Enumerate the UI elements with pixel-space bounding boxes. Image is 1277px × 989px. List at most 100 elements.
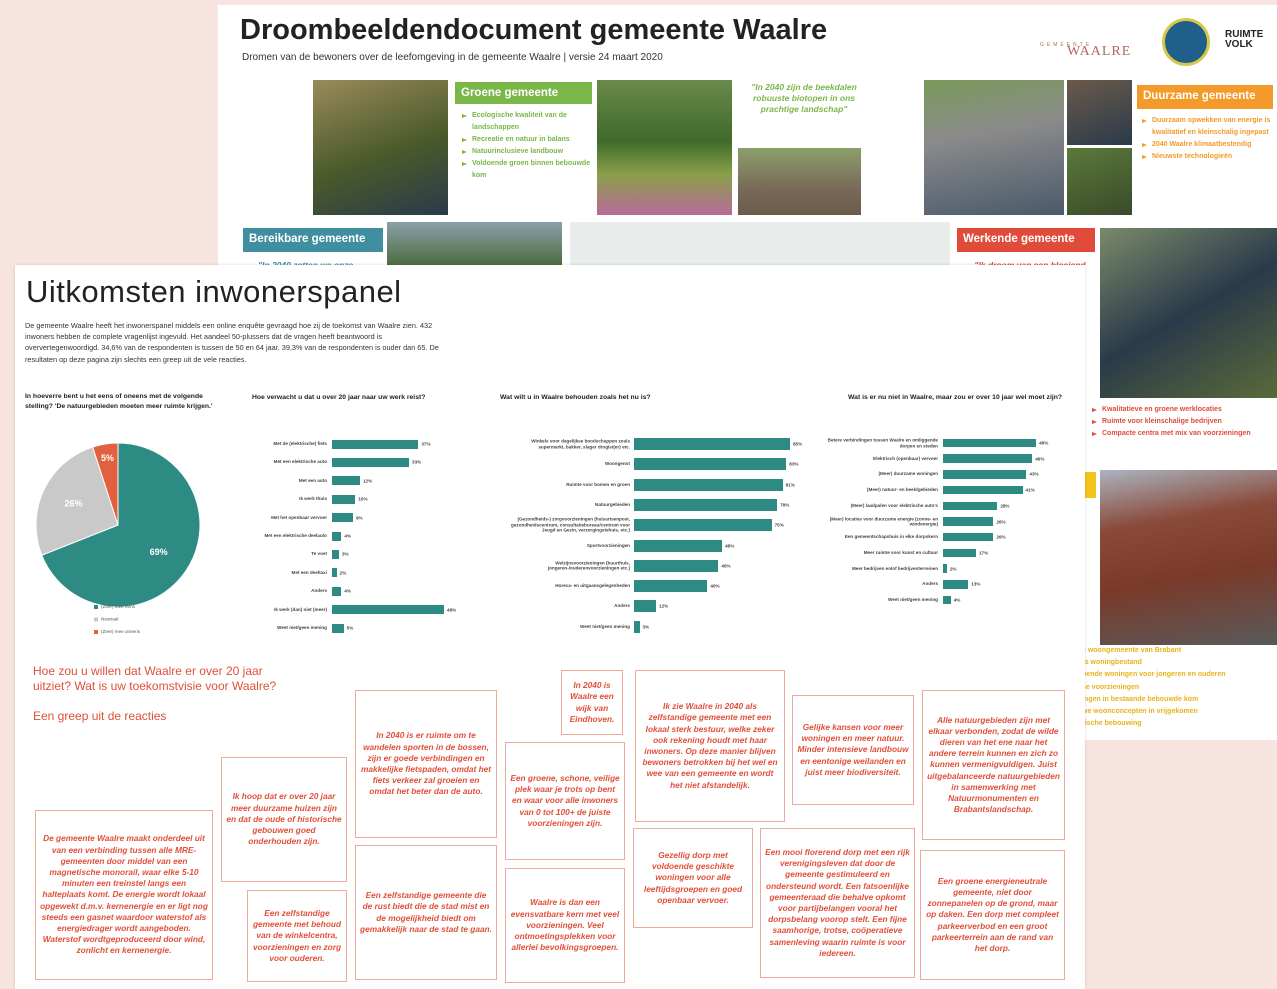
logo-text: WAALRE: [1067, 44, 1132, 59]
pie-slice: [35, 446, 119, 556]
value-label: 4%: [953, 597, 961, 603]
response: Ik zie Waalre in 2040 als zelfstandige g…: [635, 670, 785, 822]
category-label: Anders: [311, 588, 327, 594]
legend-label: Neutraal: [101, 617, 118, 622]
chart-title: In hoeverre bent u het eens of oneens me…: [25, 393, 213, 410]
value-label: 40%: [710, 583, 720, 589]
category-label: Een gemeentschapshuis in elke dorpskern: [844, 534, 938, 540]
category-label: Welzijnsvoorzieningen (buurthuis, jonger…: [547, 560, 630, 571]
legend-swatch: [94, 605, 98, 609]
response: In 2040 is Waalre een wijk van Eindhoven…: [561, 670, 623, 735]
value-label: 3%: [642, 624, 650, 630]
category-label: (Meer) natuur- en beeldgebieden: [867, 487, 938, 493]
bullet: rische bebouwing: [1082, 720, 1142, 728]
category-label: Horeca- en uitgaansgelegenheden: [555, 583, 630, 589]
photo: [1067, 148, 1132, 215]
legend-label: (Zeer) mee eens: [101, 604, 136, 609]
bar: [332, 476, 360, 486]
value-label: 75%: [774, 522, 784, 528]
response: Gelijke kansen voor meer woningen en mee…: [792, 695, 914, 805]
bar: [332, 605, 445, 615]
category-label: Ruimte voor bomen en groen: [566, 481, 630, 487]
category-label: Weet niet/geen mening: [277, 625, 327, 631]
value-label: 17%: [978, 550, 989, 556]
bar: [943, 438, 1037, 448]
category-label: Weet niet/geen mening: [580, 623, 630, 629]
category-label: Sportvoorzieningen: [586, 542, 630, 548]
bullet-list: Duurzaam opwekken van energie is kwalita…: [1140, 115, 1275, 163]
pie-slice: [92, 442, 119, 526]
bar: [332, 568, 337, 578]
bar: [943, 548, 976, 558]
bullet: 2040 Waalre klimaatbestendig: [1140, 139, 1275, 151]
bullet: Duurzaam opwekken van energie is kwalita…: [1140, 115, 1275, 139]
category-label: (Gezondheids-) zorgvoorzieningen (huisar…: [511, 516, 630, 533]
category-label: Natuurgebieden: [595, 502, 630, 508]
bullet: Voldoende groen binnen bebouwde kom: [460, 158, 595, 182]
front-title: Uitkomsten inwonerspanel: [26, 274, 402, 309]
section-heading: Bereikbare gemeente: [243, 228, 383, 252]
bar: [634, 438, 790, 450]
value-label: 12%: [659, 603, 669, 609]
logo-text: RUIMTE VOLK: [1225, 29, 1264, 50]
back-title: Droombeeldendocument gemeente Waalre: [240, 14, 828, 46]
back-subtitle: Dromen van de bewoners over de leefomgev…: [242, 52, 663, 63]
logo-badge: [1162, 18, 1210, 66]
bullet: rs woningbestand: [1082, 659, 1142, 667]
bar: [634, 498, 778, 511]
slice-label: 26%: [64, 498, 82, 508]
intro: De gemeente Waalre heeft het inwonerspan…: [25, 321, 439, 364]
response: Waalre is dan een evensvatbare kern met …: [505, 868, 625, 983]
map: [570, 222, 950, 267]
value-label: 46%: [1035, 456, 1045, 462]
value-label: 28%: [1000, 503, 1010, 509]
category-label: Woongenot: [604, 461, 630, 467]
value-label: 3%: [342, 551, 349, 557]
bar: [634, 478, 783, 491]
bullet: Kwalitatieve en groene werklocaties: [1090, 404, 1275, 416]
category-label: Met de (elektrische) fiets: [273, 441, 327, 447]
bullet: oende woningen voor jongeren en ouderen: [1082, 671, 1226, 679]
value-label: 48%: [447, 607, 457, 613]
section-heading: Groene gemeente: [455, 82, 592, 104]
category-label: Met een elektrische deelauto: [264, 533, 327, 539]
category-label: Winkels voor dagelijkse boodschappen zoa…: [531, 438, 630, 449]
photo: [924, 80, 1064, 215]
response: De gemeente Waalre maakt onderdeel uit v…: [35, 810, 213, 980]
photo: [1100, 228, 1277, 398]
category-label: Meer ruimte voor kunst en cultuur: [863, 550, 938, 556]
bar: [332, 531, 342, 541]
response: Een mooi florerend dorp met een rijk ver…: [760, 828, 915, 978]
value-label: 26%: [996, 534, 1006, 540]
bullet: Ruimte voor kleinschalige bedrijven: [1090, 416, 1275, 428]
bar: [943, 595, 951, 605]
value-label: 46%: [721, 563, 731, 569]
bar: [634, 600, 657, 613]
bar: [943, 517, 994, 526]
value-label: 78%: [780, 502, 790, 508]
category-label: Anders: [614, 603, 630, 609]
category-label: (Meer) duurzame woningen: [878, 471, 938, 477]
category-label: Met een auto: [298, 478, 327, 483]
question-sub: Een greep uit de reacties: [33, 709, 167, 723]
bar: [634, 580, 708, 593]
section-heading: Werkende gemeente: [957, 228, 1095, 252]
bar: [943, 470, 1027, 479]
slice-label: 5%: [101, 453, 114, 463]
value-label: 2%: [339, 570, 347, 576]
category-label: Te voet: [311, 551, 327, 557]
value-label: 43%: [1029, 471, 1039, 477]
category-label: Met een elektrische auto: [273, 459, 327, 465]
category-label: (Meer) locaties voor duurzame energie (z…: [829, 515, 938, 527]
value-label: 10%: [358, 496, 368, 502]
value-label: 13%: [971, 581, 981, 587]
value-label: 33%: [412, 459, 422, 465]
category-label: Meer bedrijven en/of bedrijventerreinen: [851, 565, 938, 571]
yellow-strip: [1084, 472, 1096, 498]
category-label: Elektrisch (openbaar) vervoer: [873, 455, 938, 461]
bar: [943, 532, 994, 542]
bullet-list: Ecologische kwaliteit van de landschappe…: [460, 110, 595, 182]
category-label: Weet niet/geen mening: [888, 597, 938, 603]
bar: [634, 620, 640, 633]
